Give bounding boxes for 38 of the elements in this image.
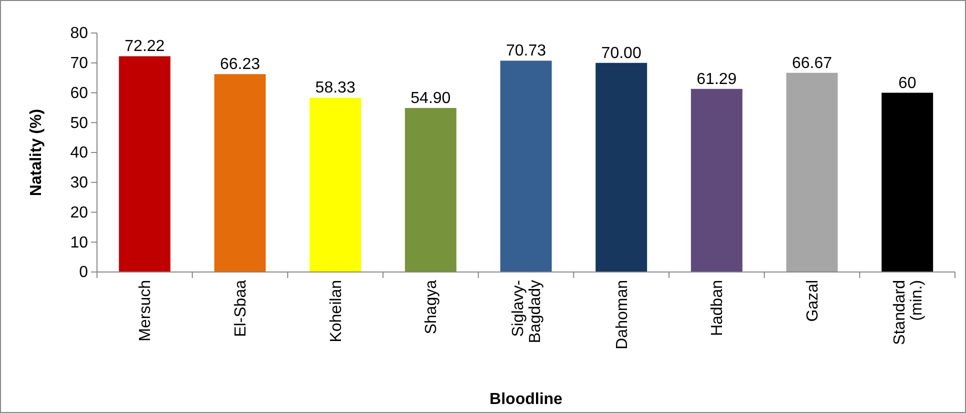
bar [404,108,456,272]
data-label: 66.67 [792,54,832,72]
data-label: 61.29 [696,70,737,88]
x-tick-label: Shagya [423,280,440,334]
x-tick-label: Dahoman [614,280,631,350]
bar [310,98,362,272]
y-axis-title: Natality (%) [28,108,45,196]
x-tick-label: El-Sbaa [232,280,250,337]
y-tick-label: 80 [70,25,88,42]
y-tick-label: 20 [70,204,88,222]
y-tick-label: 40 [70,144,88,162]
data-label: 54.90 [410,90,451,107]
bar [118,56,170,272]
bar [596,62,648,272]
x-axis-title: Bloodline [490,391,563,408]
bar [882,92,934,272]
data-label: 66.23 [220,56,260,74]
y-tick-label: 10 [70,234,88,252]
bar [690,88,742,272]
x-tick-label: Mersuch [137,280,154,342]
data-label: 58.33 [315,80,356,97]
y-tick-label: 60 [70,84,88,102]
data-label: 70.73 [506,42,546,60]
data-label: 60 [898,74,916,92]
x-tick-label: Hadban [709,280,726,336]
x-tick-label: Siglavy-Bagdady [510,280,544,344]
bar [500,60,552,272]
data-label: 72.22 [124,38,165,56]
y-tick-label: 50 [70,114,88,132]
bar [786,72,838,272]
x-tick-label: Koheilan [328,280,345,342]
data-label: 70.00 [601,44,642,62]
x-tick-label: Gazal [804,280,822,322]
x-tick-label: Standard (min.) [891,280,926,345]
y-tick-label: 70 [70,54,88,72]
bar [214,74,266,272]
y-tick-label: 30 [70,174,88,192]
y-tick-label: 0 [79,264,88,282]
